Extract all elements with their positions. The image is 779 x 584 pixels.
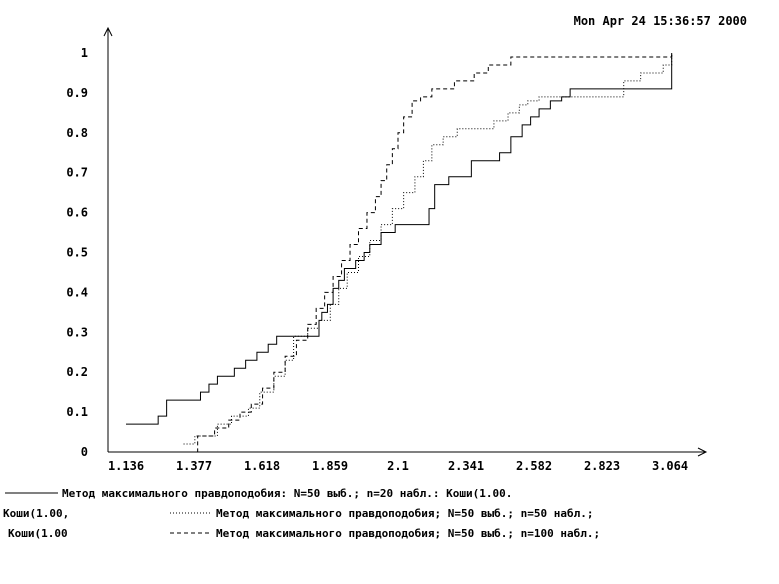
y-tick-label: 0.2 bbox=[66, 365, 88, 379]
y-tick-label: 0.9 bbox=[66, 86, 88, 100]
x-tick-label: 2.1 bbox=[387, 459, 409, 473]
x-tick-label: 1.618 bbox=[244, 459, 280, 473]
y-tick-label: 0.6 bbox=[66, 206, 88, 220]
y-tick-label: 1 bbox=[81, 46, 88, 60]
x-axis-ticks: 1.136 1.377 1.618 1.859 2.1 2.341 2.582 2.823 3.… bbox=[108, 459, 688, 473]
legend-label: Метод максимального правдоподобия; N=50 … bbox=[216, 527, 600, 540]
y-tick-label: 0.4 bbox=[66, 285, 88, 299]
x-tick-label: 3.064 bbox=[652, 459, 688, 473]
x-tick-label: 1.377 bbox=[176, 459, 212, 473]
series-solid-line bbox=[126, 53, 673, 425]
y-tick-label: 0.5 bbox=[66, 246, 88, 260]
legend: Метод максимального правдоподобия: N=50 … bbox=[3, 487, 600, 540]
x-tick-label: 1.136 bbox=[108, 459, 144, 473]
legend-prefix: Коши(1.00 bbox=[8, 527, 68, 540]
y-tick-label: 0.1 bbox=[66, 405, 88, 419]
x-tick-label: 2.341 bbox=[448, 459, 484, 473]
y-tick-label: 0.3 bbox=[66, 325, 88, 339]
legend-label: Метод максимального правдоподобия; N=50 … bbox=[216, 507, 594, 520]
series-dashed-line bbox=[141, 53, 673, 453]
series-dotted-line bbox=[183, 53, 673, 445]
x-tick-label: 2.823 bbox=[584, 459, 620, 473]
y-tick-label: 0 bbox=[81, 445, 88, 459]
x-tick-label: 2.582 bbox=[516, 459, 552, 473]
series-lines bbox=[126, 53, 673, 453]
x-axis-arrow bbox=[697, 447, 708, 457]
axes bbox=[103, 26, 708, 457]
legend-label: Метод максимального правдоподобия: N=50 … bbox=[62, 487, 512, 500]
timestamp: Mon Apr 24 15:36:57 2000 bbox=[574, 14, 747, 28]
y-tick-label: 0.7 bbox=[66, 166, 88, 180]
legend-prefix: Коши(1.00, bbox=[3, 507, 69, 520]
y-tick-label: 0.8 bbox=[66, 126, 88, 140]
y-axis-ticks: 0 0.1 0.2 0.3 0.4 0.5 0.6 0.7 0.8 0.9 1 bbox=[66, 46, 88, 459]
y-axis-arrow bbox=[103, 26, 113, 37]
x-tick-label: 1.859 bbox=[312, 459, 348, 473]
